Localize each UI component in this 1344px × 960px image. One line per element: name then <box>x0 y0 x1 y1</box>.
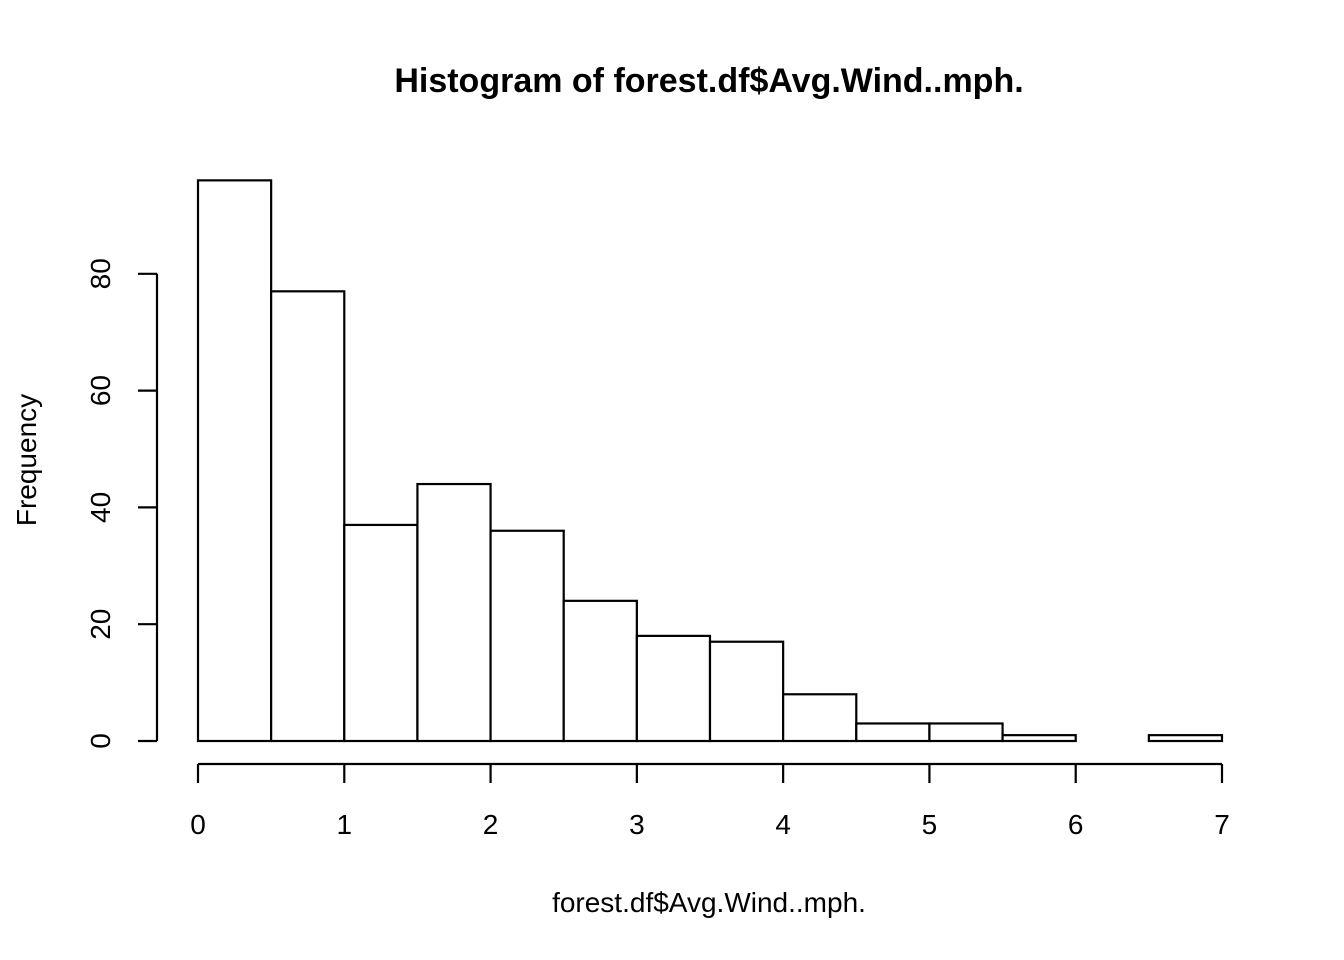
x-tick-label: 1 <box>336 809 352 840</box>
y-tick-label: 80 <box>85 258 116 289</box>
histogram-bar-8 <box>782 693 858 743</box>
histogram-bar-2 <box>343 523 419 743</box>
y-axis: 0 20 40 60 80 <box>85 258 159 749</box>
y-tick-label: 20 <box>85 609 116 640</box>
x-axis-label: forest.df$Avg.Wind..mph. <box>552 887 866 918</box>
histogram-bar-4 <box>489 529 565 743</box>
bars-group <box>196 179 1224 743</box>
x-tick-label: 3 <box>629 809 645 840</box>
histogram-bar-7 <box>708 640 785 743</box>
y-tick-label: 40 <box>85 492 116 523</box>
x-axis: 0 1 2 3 4 5 6 7 <box>190 762 1230 840</box>
histogram-bar-13 <box>1147 734 1224 743</box>
histogram-bar-3 <box>416 482 492 743</box>
chart-title: Histogram of forest.df$Avg.Wind..mph. <box>394 62 1023 100</box>
y-tick-label: 60 <box>85 375 116 406</box>
x-tick-label: 4 <box>775 809 791 840</box>
y-tick-label: 0 <box>85 733 116 749</box>
x-tick-label: 6 <box>1068 809 1084 840</box>
x-tick-label: 5 <box>922 809 938 840</box>
histogram-bar-6 <box>635 634 712 743</box>
histogram-bar-1 <box>270 290 346 743</box>
y-axis-label: Frequency <box>11 394 42 526</box>
x-tick-label: 2 <box>483 809 499 840</box>
histogram-bar-11 <box>1001 734 1077 743</box>
histogram-bar-0 <box>196 179 273 743</box>
x-tick-label: 0 <box>190 809 206 840</box>
histogram-bar-5 <box>562 599 638 743</box>
histogram-bar-9 <box>855 722 931 743</box>
histogram-bar-10 <box>928 722 1004 743</box>
x-tick-label: 7 <box>1214 809 1230 840</box>
